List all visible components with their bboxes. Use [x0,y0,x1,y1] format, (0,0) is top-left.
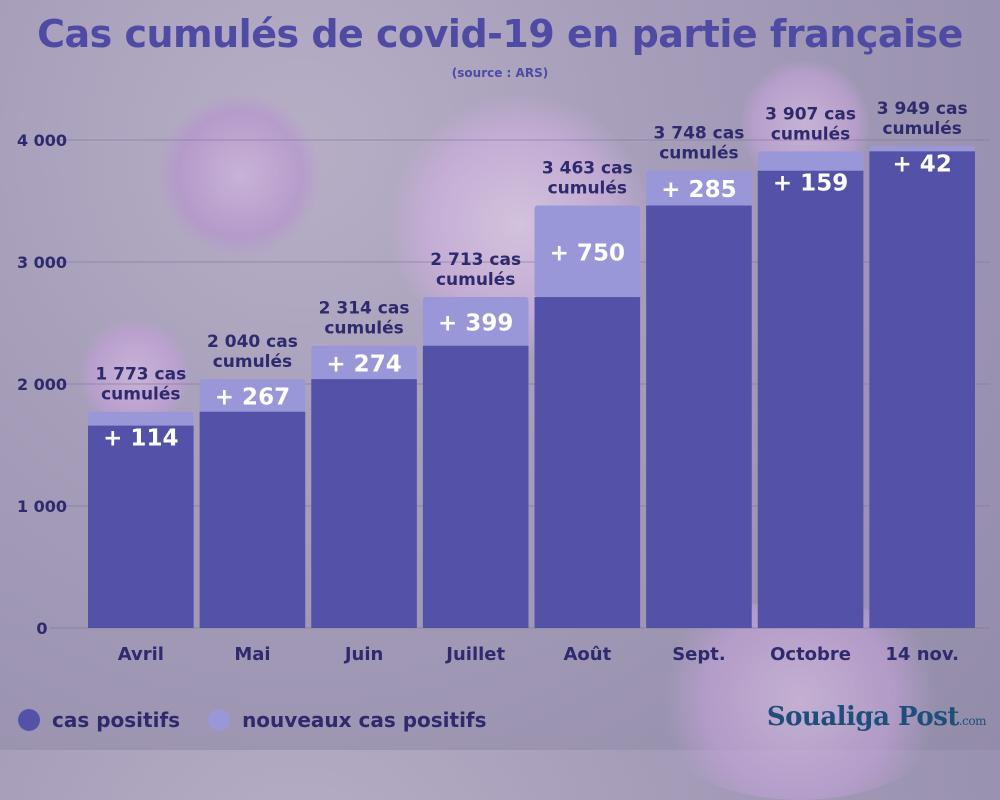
brand-name: Soualiga Post [766,702,960,732]
legend-item-base: cas positifs [18,708,180,732]
x-tick-label: Sept. [672,644,726,665]
increase-data-label: + 114 [103,426,178,452]
increase-data-label: + 285 [661,177,736,203]
chart-legend: cas positifs nouveaux cas positifs [18,708,515,732]
legend-label-base: cas positifs [52,708,181,732]
increase-data-label: + 274 [326,351,401,377]
total-data-label-suffix: cumulés [882,119,961,139]
bar-base [88,425,194,628]
chart-subtitle: (source : ARS) [451,66,549,80]
bar-increase [311,345,417,380]
bar-base [311,379,417,628]
total-data-label-suffix: cumulés [101,385,180,405]
x-tick-label: Juin [343,644,384,665]
bar-base [199,411,306,628]
bar-increase [869,146,975,152]
total-data-label: 2 040 cas [207,332,298,352]
increase-data-label: + 267 [215,384,290,410]
total-data-label-suffix: cumulés [771,124,850,144]
x-tick-label: Avril [118,644,164,665]
legend-item-increase: nouveaux cas positifs [208,708,487,732]
legend-swatch-increase [208,709,231,731]
total-data-label: 1 773 cas [95,365,186,385]
bar-increase [757,151,864,171]
chart-title: Cas cumulés de covid-19 en partie frança… [37,12,963,56]
total-data-label-suffix: cumulés [436,270,515,290]
bar-base [869,151,975,628]
x-tick-label: Juillet [444,644,505,665]
bar-base [534,297,641,628]
total-data-label: 3 949 cas [877,99,968,119]
total-data-label-suffix: cumulés [548,179,627,199]
total-data-label-suffix: cumulés [659,144,738,164]
legend-label-increase: nouveaux cas positifs [242,708,487,732]
bar-increase [646,170,752,206]
increase-data-label: + 750 [550,240,625,266]
virus-decoration [160,95,320,255]
total-data-label: 3 748 cas [654,124,745,144]
increase-data-label: + 42 [893,151,952,177]
y-tick-label: 0 [36,619,47,638]
total-data-label-suffix: cumulés [324,319,403,339]
bar-increase [199,379,306,412]
bar-base [757,170,864,628]
x-tick-label: Mai [234,644,270,665]
legend-swatch-base [18,709,40,731]
total-data-label: 2 314 cas [319,299,410,319]
bar-base [422,345,529,628]
x-tick-label: Octobre [770,644,851,665]
virus-decoration [80,320,190,430]
bar-increase [88,411,194,426]
total-data-label: 3 907 cas [765,104,856,124]
y-tick-label: 3 000 [17,253,67,272]
x-tick-label: 14 nov. [885,644,959,665]
bar-increase [534,205,641,298]
x-tick-label: Août [563,644,611,665]
y-tick-label: 2 000 [17,375,67,394]
increase-data-label: + 159 [773,171,848,197]
bar-base [646,205,752,628]
total-data-label: 3 463 cas [542,159,633,179]
bar-increase [422,297,529,346]
increase-data-label: + 399 [438,310,513,336]
brand-suffix: .com [958,714,987,728]
brand-logo: Soualiga Post.com [766,702,987,732]
y-tick-label: 4 000 [17,131,67,150]
total-data-label-suffix: cumulés [213,352,292,372]
total-data-label: 2 713 cas [430,250,521,270]
y-tick-label: 1 000 [17,497,67,516]
